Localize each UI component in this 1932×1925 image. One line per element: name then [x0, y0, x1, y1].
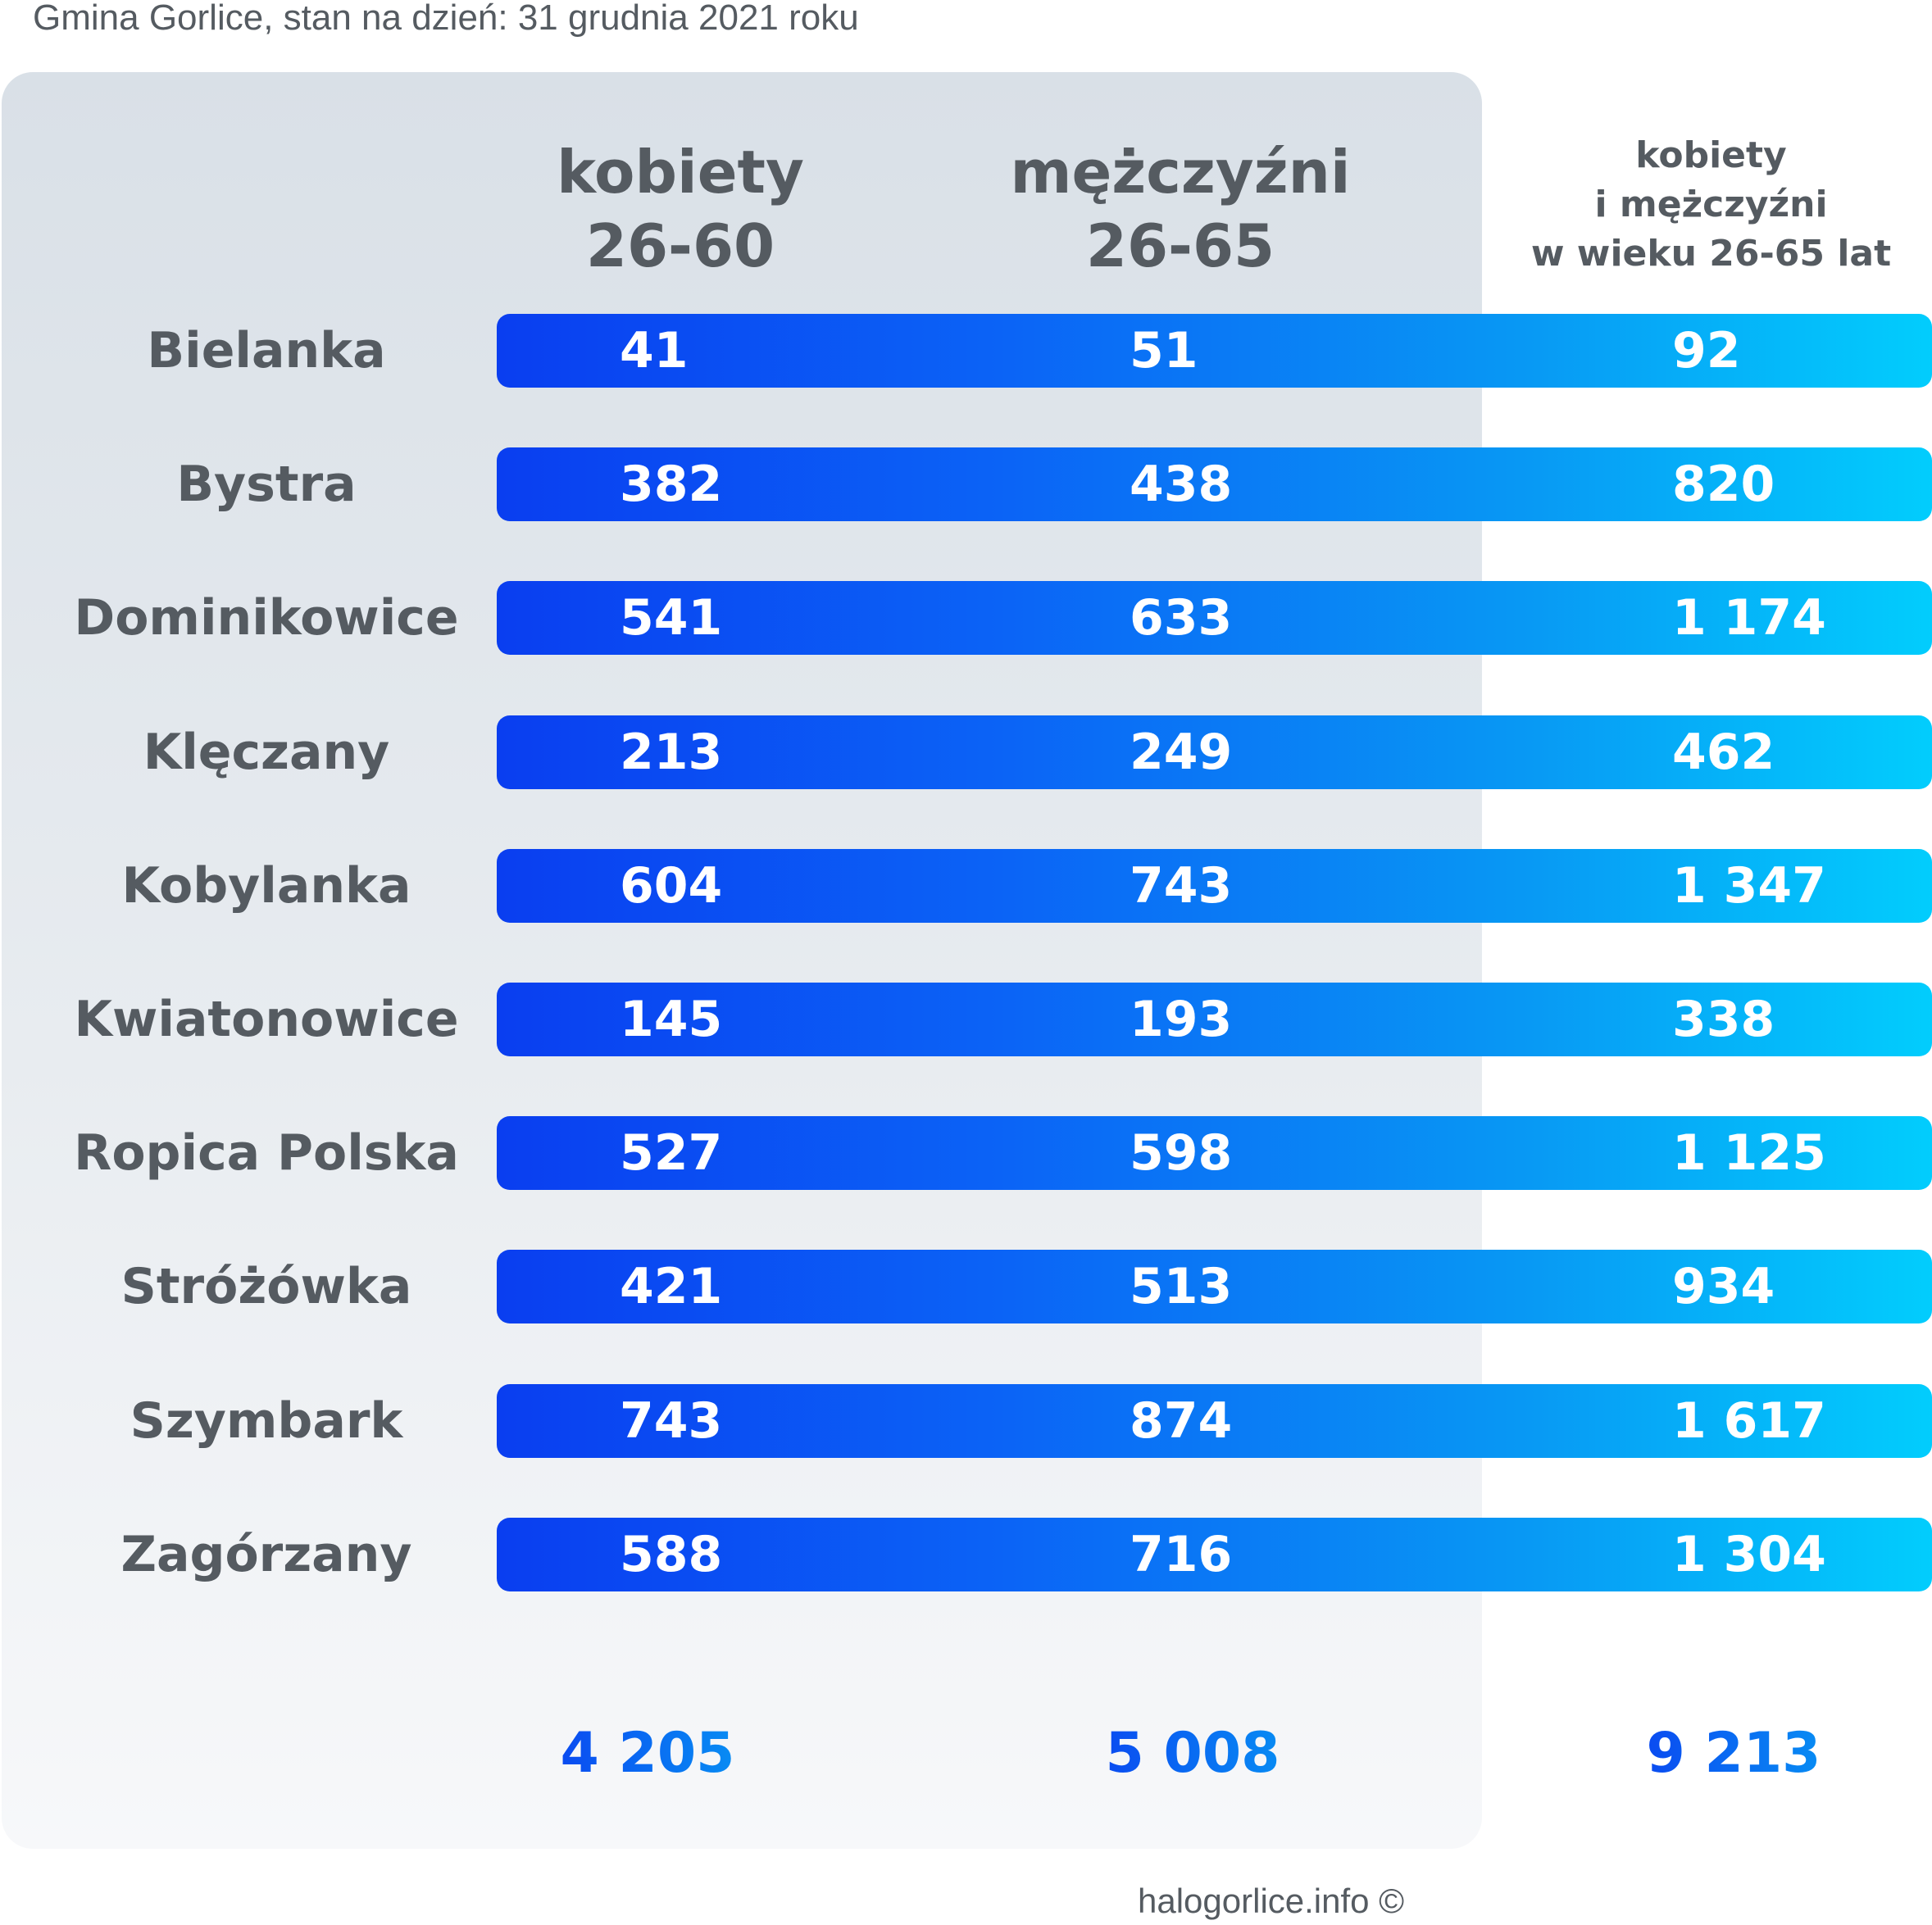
cell-men: 249: [1130, 724, 1233, 781]
row-bar: [497, 1250, 1932, 1323]
cell-women: 527: [620, 1124, 723, 1182]
column-header-men-line-1: mężczyźni: [1010, 138, 1351, 207]
row-label: Bielanka: [147, 322, 386, 379]
row-label: Kwiatonowice: [74, 991, 459, 1048]
cell-men: 743: [1130, 857, 1233, 915]
row-bar: [497, 581, 1932, 655]
cell-total: 1 347: [1672, 857, 1826, 915]
cell-women: 588: [620, 1526, 723, 1583]
cell-women: 541: [620, 589, 723, 647]
cell-men: 438: [1130, 456, 1233, 513]
column-header-total-line-3: w wieku 26-65 lat: [1530, 233, 1892, 275]
row-label: Kobylanka: [121, 857, 411, 915]
column-header-total-line-2: i mężczyźni: [1594, 184, 1828, 225]
column-header-men-line-2: 26-65: [1085, 211, 1275, 280]
row-label: Ropica Polska: [74, 1124, 459, 1182]
cell-women: 145: [620, 991, 723, 1048]
subtitle: Gmina Gorlice, stan na dzień: 31 grudnia…: [33, 0, 859, 38]
row-label: Stróżówka: [120, 1258, 412, 1315]
column-header-women-line-1: kobiety: [557, 138, 804, 207]
cell-women: 41: [620, 322, 689, 379]
cell-men: 513: [1130, 1258, 1233, 1315]
column-header-women-line-2: 26-60: [585, 211, 775, 280]
row-bar: [497, 1116, 1932, 1190]
row-bar: [497, 1518, 1932, 1591]
cell-men: 716: [1130, 1526, 1233, 1583]
cell-women: 421: [620, 1258, 723, 1315]
cell-men: 51: [1130, 322, 1198, 379]
cell-women: 382: [620, 456, 723, 513]
row-label: Dominikowice: [74, 589, 459, 647]
column-header-men: mężczyźni 26-65: [984, 135, 1377, 283]
cell-women: 213: [620, 724, 723, 781]
cell-men: 874: [1130, 1392, 1233, 1450]
column-header-total: kobiety i mężczyźni w wieku 26-65 lat: [1492, 131, 1930, 279]
row-label: Bystra: [176, 456, 357, 513]
row-label: Klęczany: [143, 724, 390, 781]
cell-total: 820: [1672, 456, 1775, 513]
cell-total: 1 174: [1672, 589, 1826, 647]
column-header-women: kobiety 26-60: [516, 135, 844, 283]
row-bar: [497, 447, 1932, 521]
cell-total: 1 617: [1672, 1392, 1826, 1450]
cell-women: 743: [620, 1392, 723, 1450]
cell-total: 934: [1672, 1258, 1775, 1315]
credit: halogorlice.info ©: [1138, 1882, 1405, 1920]
row-bar: [497, 314, 1932, 388]
row-bar: [497, 983, 1932, 1056]
row-bar: [497, 849, 1932, 923]
cell-men: 633: [1130, 589, 1233, 647]
total-women: 4 205: [525, 1721, 771, 1787]
cell-women: 604: [620, 857, 723, 915]
total-all: 9 213: [1611, 1721, 1857, 1787]
row-bar: [497, 1384, 1932, 1458]
row-label: Szymbark: [130, 1392, 403, 1450]
cell-men: 193: [1130, 991, 1233, 1048]
column-header-total-line-1: kobiety: [1635, 134, 1787, 176]
row-bar: [497, 715, 1932, 789]
total-men: 5 008: [1066, 1721, 1320, 1787]
cell-total: 1 304: [1672, 1526, 1826, 1583]
cell-total: 1 125: [1672, 1124, 1826, 1182]
cell-men: 598: [1130, 1124, 1233, 1182]
cell-total: 338: [1672, 991, 1775, 1048]
row-label: Zagórzany: [120, 1526, 412, 1583]
cell-total: 92: [1672, 322, 1741, 379]
cell-total: 462: [1672, 724, 1775, 781]
